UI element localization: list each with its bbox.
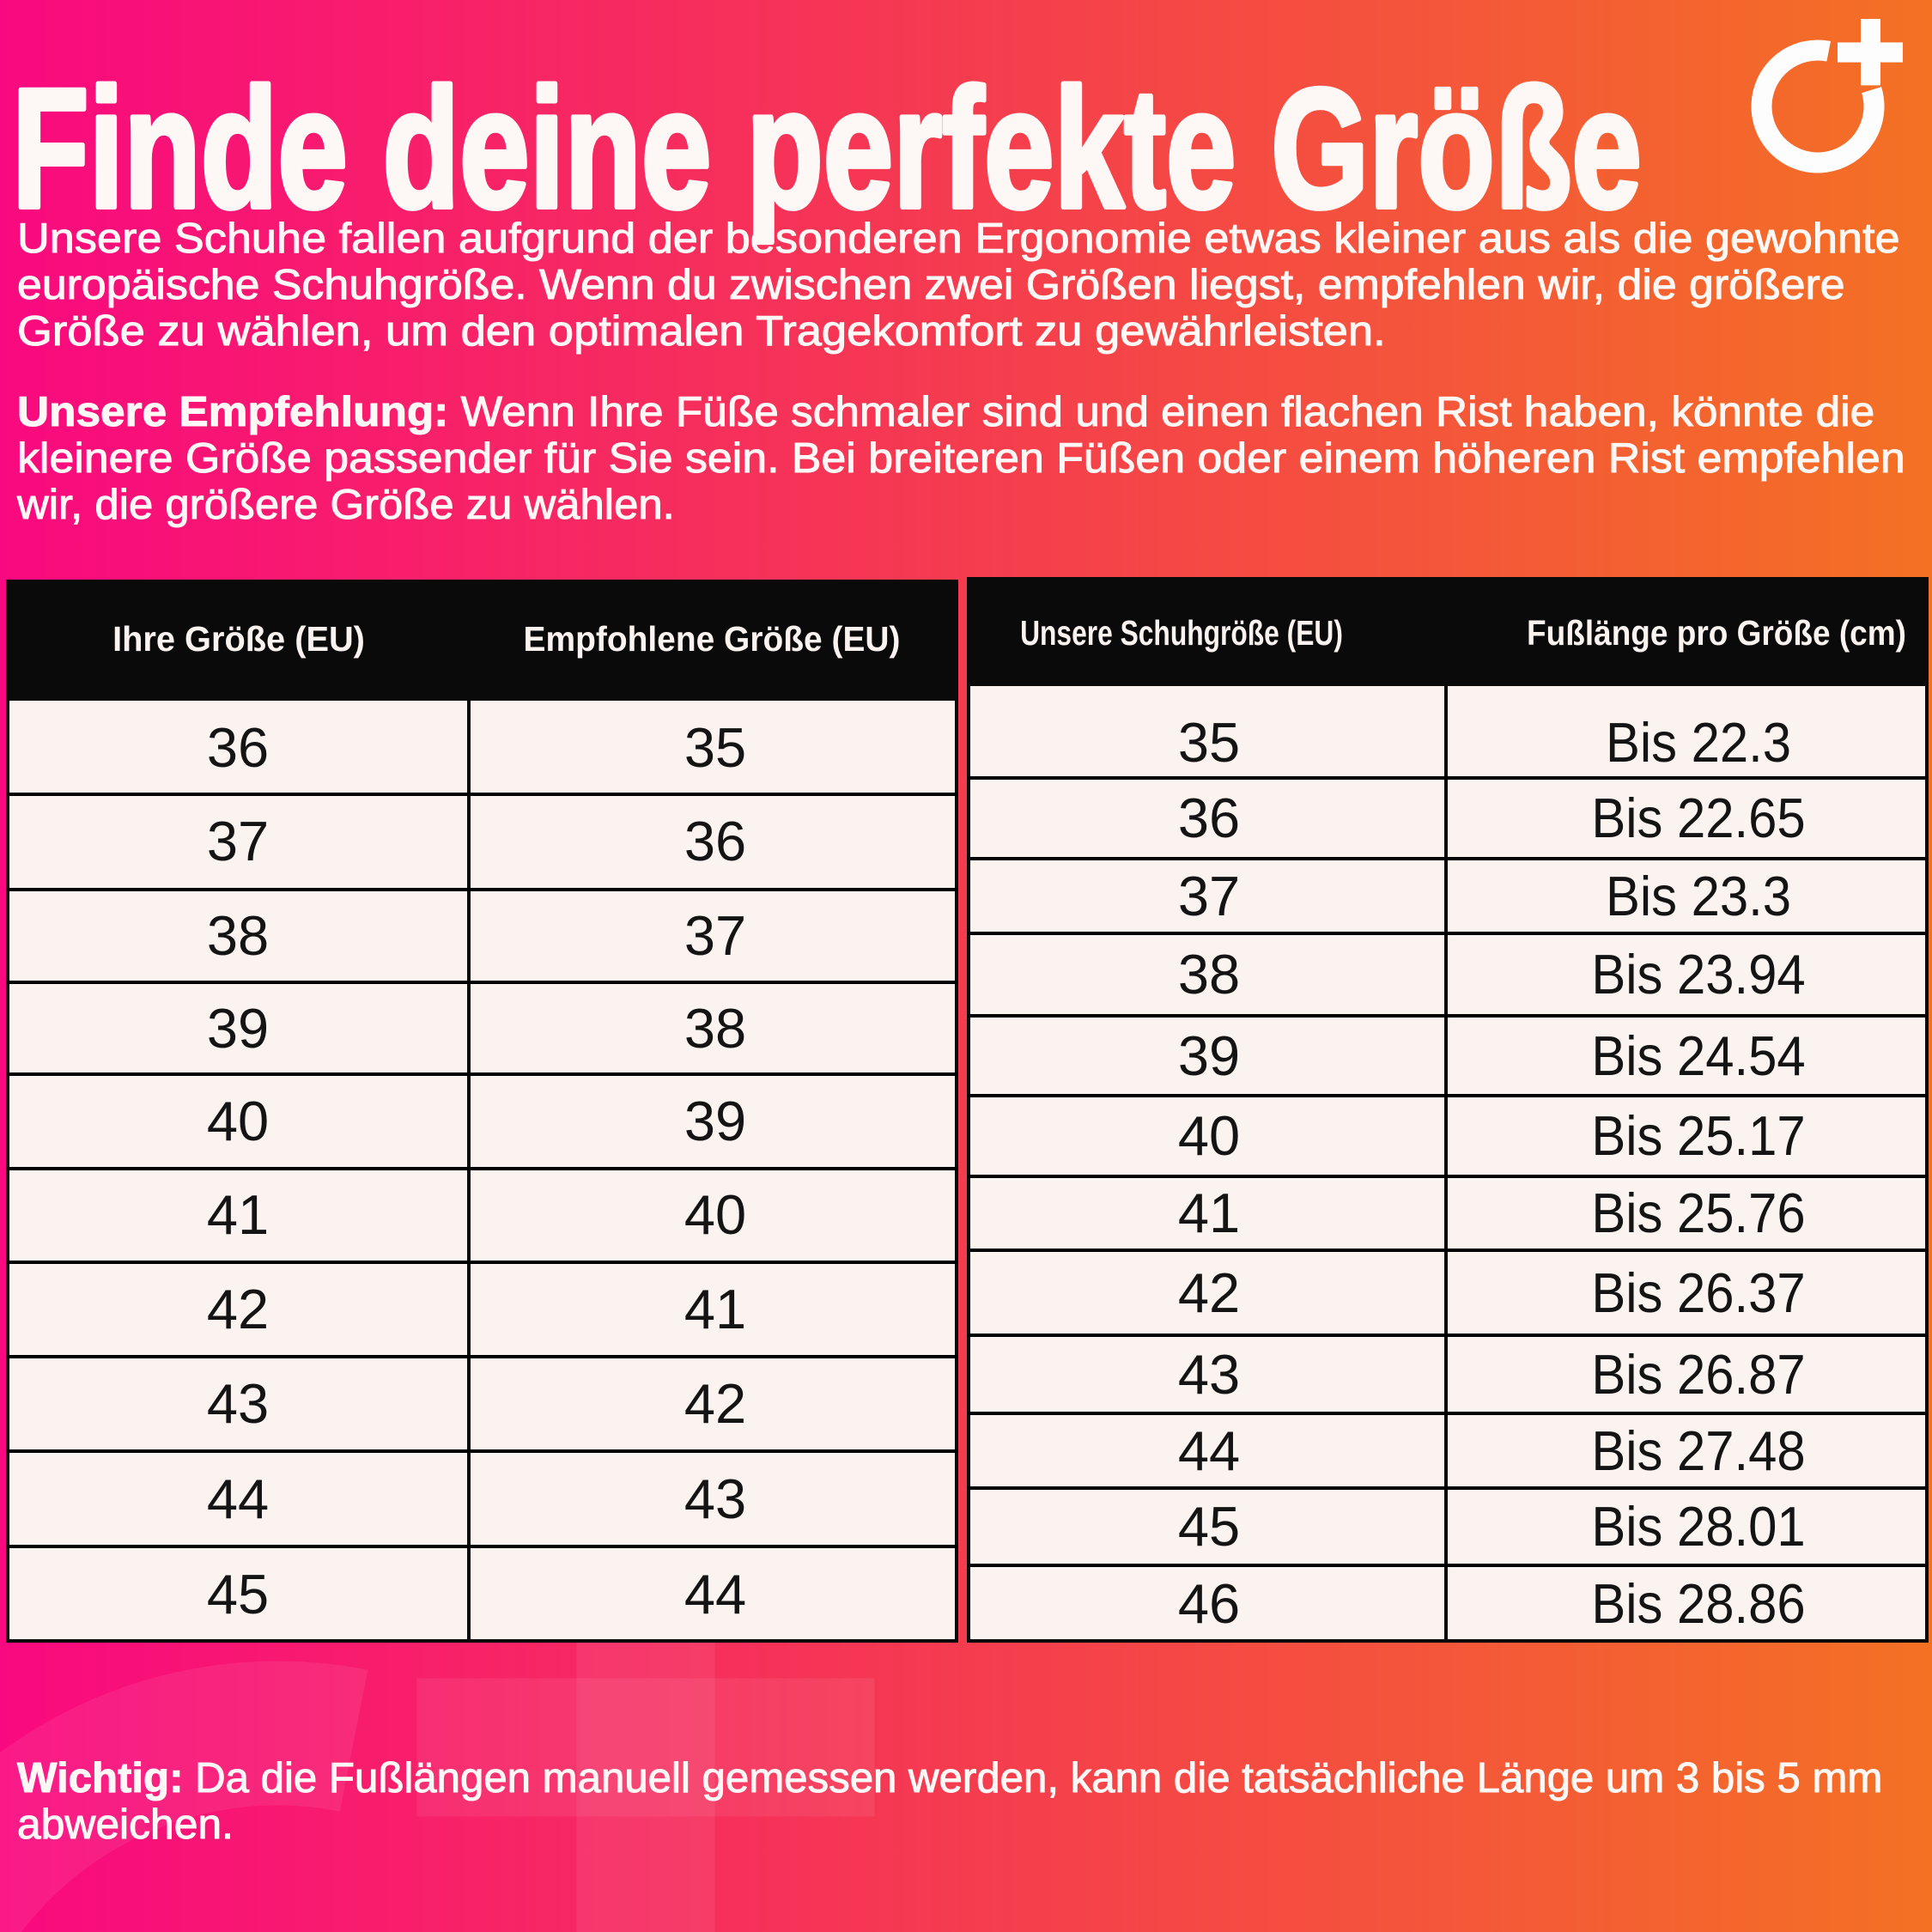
svg-text:40: 40 xyxy=(207,1090,269,1152)
svg-text:abweichen.: abweichen. xyxy=(17,1801,234,1848)
svg-text:44: 44 xyxy=(1178,1419,1240,1482)
svg-text:39: 39 xyxy=(1178,1024,1240,1087)
svg-text:Bis 25.17: Bis 25.17 xyxy=(1591,1105,1805,1168)
svg-text:Unsere Empfehlung: Wenn Ihre F: Unsere Empfehlung: Wenn Ihre Füße schmal… xyxy=(17,388,1874,435)
svg-text:Unsere Schuhgröße (EU): Unsere Schuhgröße (EU) xyxy=(1020,613,1343,653)
svg-text:39: 39 xyxy=(684,1090,746,1152)
svg-text:44: 44 xyxy=(207,1467,269,1530)
svg-text:Empfohlene Größe (EU): Empfohlene Größe (EU) xyxy=(524,620,901,659)
svg-text:40: 40 xyxy=(684,1183,746,1246)
svg-text:Bis 23.3: Bis 23.3 xyxy=(1606,866,1791,928)
svg-text:Bis 24.54: Bis 24.54 xyxy=(1591,1025,1805,1088)
svg-text:37: 37 xyxy=(207,810,269,872)
svg-text:40: 40 xyxy=(1178,1104,1240,1167)
svg-text:Bis 25.76: Bis 25.76 xyxy=(1591,1182,1805,1245)
svg-text:Bis 28.01: Bis 28.01 xyxy=(1591,1496,1805,1558)
svg-text:kleinere Größe passender für S: kleinere Größe passender für Sie sein. B… xyxy=(17,434,1905,481)
svg-text:43: 43 xyxy=(1178,1343,1240,1406)
svg-text:Bis 27.48: Bis 27.48 xyxy=(1591,1420,1805,1483)
svg-text:Wichtig: Da die Fußlängen manu: Wichtig: Da die Fußlängen manuell gemess… xyxy=(17,1755,1882,1801)
svg-text:Bis 26.37: Bis 26.37 xyxy=(1591,1262,1805,1325)
svg-text:38: 38 xyxy=(207,904,269,967)
svg-text:Fußlänge pro Größe (cm): Fußlänge pro Größe (cm) xyxy=(1527,614,1906,653)
svg-text:42: 42 xyxy=(1178,1261,1240,1324)
svg-text:35: 35 xyxy=(1178,711,1240,774)
svg-text:41: 41 xyxy=(684,1278,746,1340)
svg-text:41: 41 xyxy=(1178,1182,1240,1244)
svg-text:45: 45 xyxy=(207,1563,269,1625)
svg-text:Finde deine perfekte Größe: Finde deine perfekte Größe xyxy=(12,52,1642,243)
svg-text:wir, die größere Größe zu wähl: wir, die größere Größe zu wählen. xyxy=(16,481,675,528)
svg-text:Bis 22.65: Bis 22.65 xyxy=(1591,787,1805,850)
svg-text:Bis 22.3: Bis 22.3 xyxy=(1606,712,1791,775)
svg-text:36: 36 xyxy=(1178,787,1240,849)
svg-text:39: 39 xyxy=(207,997,269,1060)
svg-text:42: 42 xyxy=(684,1372,746,1435)
svg-text:Unsere Schuhe fallen aufgrund: Unsere Schuhe fallen aufgrund der besond… xyxy=(17,214,1900,261)
svg-text:38: 38 xyxy=(684,997,746,1060)
svg-text:44: 44 xyxy=(684,1563,746,1625)
svg-text:38: 38 xyxy=(1178,943,1240,1005)
svg-text:42: 42 xyxy=(207,1278,269,1340)
svg-text:46: 46 xyxy=(1178,1572,1240,1635)
svg-text:45: 45 xyxy=(1178,1495,1240,1558)
svg-text:36: 36 xyxy=(684,810,746,872)
svg-text:Bis 26.87: Bis 26.87 xyxy=(1591,1344,1805,1406)
svg-text:35: 35 xyxy=(684,716,746,779)
svg-text:Bis 23.94: Bis 23.94 xyxy=(1591,944,1805,1006)
svg-text:Ihre Größe (EU): Ihre Größe (EU) xyxy=(112,618,365,659)
svg-text:43: 43 xyxy=(684,1467,746,1530)
svg-text:Bis 28.86: Bis 28.86 xyxy=(1591,1573,1805,1636)
svg-text:43: 43 xyxy=(207,1372,269,1435)
svg-text:36: 36 xyxy=(207,716,269,779)
svg-text:37: 37 xyxy=(1178,865,1240,927)
svg-text:41: 41 xyxy=(207,1183,269,1246)
svg-text:Größe zu wählen, um den optima: Größe zu wählen, um den optimalen Tragek… xyxy=(17,307,1386,355)
svg-text:europäische Schuhgröße. Wenn d: europäische Schuhgröße. Wenn du zwischen… xyxy=(17,260,1845,307)
svg-text:37: 37 xyxy=(684,904,746,967)
